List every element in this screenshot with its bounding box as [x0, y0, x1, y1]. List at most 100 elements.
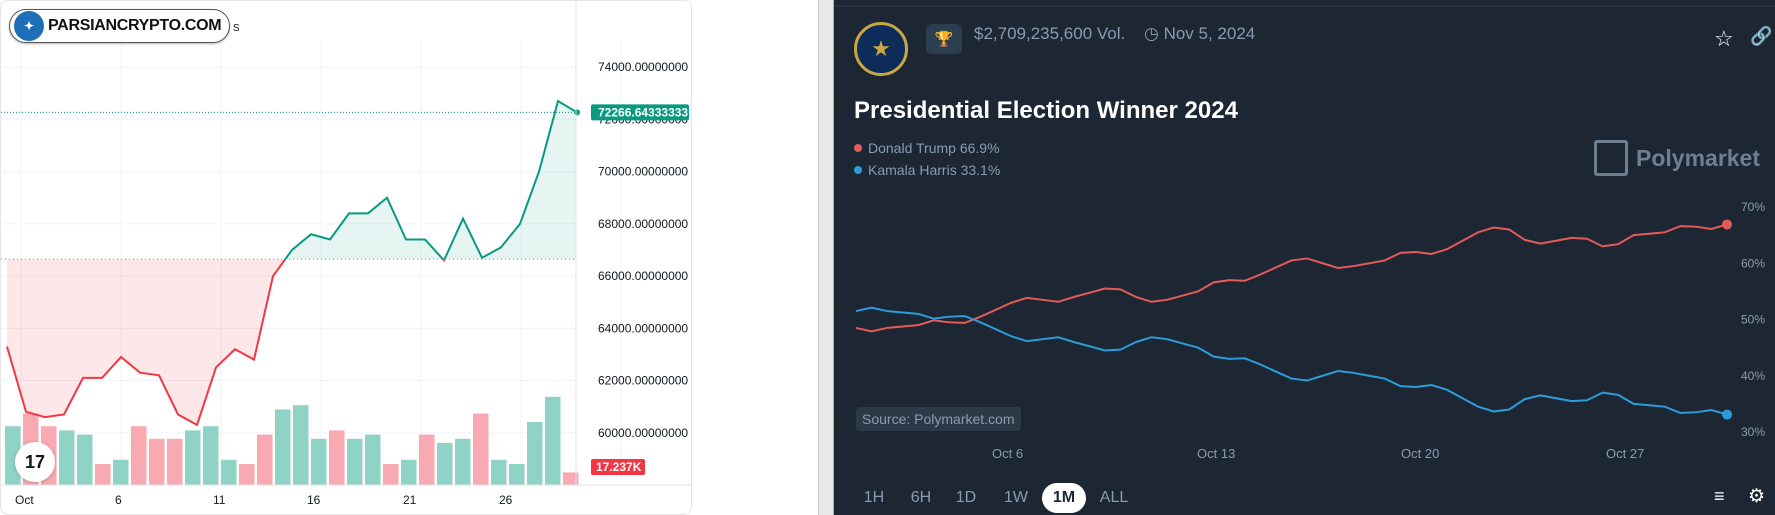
- market-title: Presidential Election Winner 2024: [854, 97, 1238, 124]
- volume-bar: [167, 438, 183, 485]
- volume-bar: [59, 430, 75, 485]
- legend-item-trump: Donald Trump 66.9%: [854, 140, 1000, 156]
- trump-line: [855, 223, 1728, 333]
- x-tick-label: Oct 27: [1606, 446, 1644, 461]
- timeframe-6h[interactable]: 6H: [910, 489, 932, 506]
- volume-bar: [365, 434, 381, 485]
- x-tick-label: 16: [307, 493, 321, 507]
- price-line-down: [6, 259, 482, 427]
- volume-label: 17.237K: [596, 460, 642, 474]
- volume-bar: [311, 438, 327, 485]
- market-date: ◷ Nov 5, 2024: [1144, 24, 1255, 44]
- star-icon[interactable]: ☆: [1714, 26, 1734, 51]
- volume-label-box: [591, 459, 645, 475]
- volume-bar: [509, 464, 525, 485]
- volume-bar: [131, 426, 147, 485]
- source-label: Source: Polymarket.com: [856, 407, 1021, 431]
- volume-bar: [419, 434, 435, 485]
- volume-bar: [545, 396, 561, 485]
- harris-line: [855, 306, 1728, 416]
- timeframe-all[interactable]: ALL: [1099, 489, 1129, 506]
- volume-bar: [347, 438, 363, 485]
- y-tick-label: 60000.00000000: [598, 426, 688, 440]
- volume-bar: [239, 464, 255, 485]
- volume-bar: [221, 459, 237, 485]
- x-tick-label: 26: [499, 493, 513, 507]
- y-tick-label: 74000.00000000: [598, 60, 688, 74]
- y-tick-label: 50%: [1741, 313, 1765, 327]
- volume-bar: [203, 426, 219, 485]
- timeframe-1m[interactable]: 1M: [1042, 483, 1086, 513]
- watermark-logo-icon: ✦: [14, 11, 44, 41]
- volume-bar: [149, 438, 165, 485]
- x-tick-label: 21: [403, 493, 417, 507]
- link-icon[interactable]: 🔗: [1750, 26, 1773, 46]
- y-tick-label: 64000.00000000: [598, 321, 688, 335]
- tradingview-logo-icon[interactable]: 17: [15, 442, 55, 482]
- price-label: 72266.64333333: [598, 105, 688, 119]
- volume-bar: [401, 459, 417, 485]
- legend-item-harris: Kamala Harris 33.1%: [854, 162, 1000, 178]
- market-volume: $2,709,235,600 Vol.: [974, 24, 1126, 43]
- trophy-icon: 🏆: [934, 31, 954, 48]
- volume-bar: [383, 464, 399, 485]
- price-area-up: [7, 101, 576, 260]
- timeframe-1h[interactable]: 1H: [863, 489, 885, 506]
- x-tick-label: 6: [115, 493, 122, 507]
- harris-end-dot: [1722, 409, 1732, 420]
- volume-bar: [293, 405, 309, 485]
- volume-bar: [77, 434, 93, 485]
- clock-icon: ◷: [1144, 24, 1164, 43]
- x-tick-label: 11: [213, 493, 226, 507]
- volume-bar: [275, 409, 291, 485]
- timeframe-1d[interactable]: 1D: [955, 489, 977, 506]
- polymarket-logo-icon: [1594, 140, 1628, 176]
- volume-bar: [491, 459, 507, 485]
- polymarket-panel: 70% 60% 50% 40% 30% Oct 6 Oct 13 Oct 20 Oct 27 ★…: [834, 0, 1775, 515]
- polymarket-brand: Polymarket: [1594, 140, 1760, 176]
- election-odds-chart: 70% 60% 50% 40% 30% Oct 6 Oct 13 Oct 20 Oct 27: [834, 5, 1775, 461]
- polymarket-brand-text: Polymarket: [1636, 144, 1761, 171]
- volume-bar: [95, 464, 111, 485]
- price-chart: 60000.00000000 62000.00000000 64000.000000…: [1, 1, 691, 507]
- presidential-seal-icon: ★: [854, 22, 908, 76]
- price-line-up: [284, 99, 576, 260]
- y-tick-label: 60%: [1741, 256, 1765, 270]
- y-tick-label: 66000.00000000: [598, 269, 688, 283]
- watermark-suffix: s: [233, 19, 240, 34]
- trump-dot-icon: [854, 144, 862, 152]
- x-tick-label: Oct 20: [1401, 446, 1439, 461]
- legend-label-harris: Kamala Harris 33.1%: [868, 162, 1001, 178]
- x-tick-label: Oct 13: [1197, 446, 1235, 461]
- harris-dot-icon: [854, 166, 862, 174]
- gear-icon[interactable]: ⚙: [1748, 486, 1766, 507]
- volume-bar: [455, 438, 471, 485]
- timeframe-1w[interactable]: 1W: [1004, 489, 1028, 506]
- last-price-dot: [574, 109, 580, 116]
- site-watermark: ✦ PARSIANCRYPTO.COM: [9, 9, 231, 43]
- price-area-down: [7, 259, 576, 425]
- volume-bar: [113, 459, 129, 485]
- volume-bar: [329, 430, 345, 485]
- market-date-text: Nov 5, 2024: [1163, 24, 1256, 43]
- volume-bar: [437, 443, 453, 485]
- pane-divider[interactable]: [818, 0, 834, 515]
- y-tick-label: 30%: [1741, 425, 1765, 439]
- y-tick-label: 62000.00000000: [598, 374, 688, 388]
- legend-label-trump: Donald Trump 66.9%: [868, 140, 1000, 156]
- volume-bar: [527, 422, 543, 485]
- watermark-text: PARSIANCRYPTO.COM: [48, 17, 222, 34]
- x-tick-label: Oct 6: [992, 446, 1023, 461]
- volume-bar: [185, 430, 201, 485]
- volume-bar: [563, 472, 579, 485]
- trophy-button[interactable]: 🏆: [926, 24, 962, 54]
- y-tick-label: 68000.00000000: [598, 217, 688, 231]
- x-tick-label: Oct: [15, 493, 34, 507]
- volume-bar: [473, 413, 489, 485]
- y-tick-label: 70%: [1741, 200, 1765, 214]
- price-label-box: [591, 104, 689, 121]
- volume-bar: [257, 434, 273, 485]
- price-chart-panel: 60000.00000000 62000.00000000 64000.000000…: [0, 0, 692, 515]
- sliders-icon[interactable]: ≡: [1714, 486, 1725, 506]
- y-tick-label: 40%: [1741, 369, 1765, 383]
